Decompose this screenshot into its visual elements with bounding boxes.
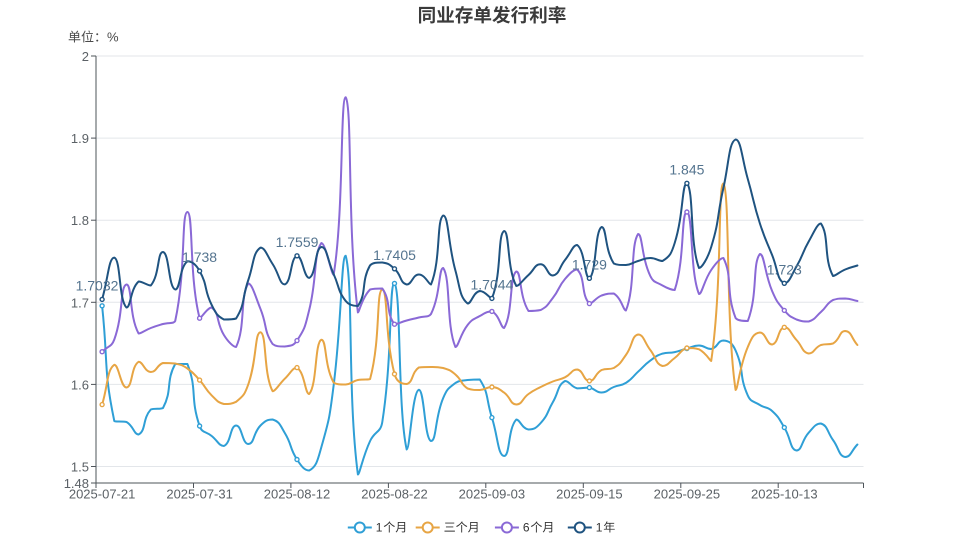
- svg-text:2025-10-13: 2025-10-13: [751, 487, 818, 502]
- svg-text:2025-08-12: 2025-08-12: [264, 487, 331, 502]
- svg-text:1.6: 1.6: [71, 377, 89, 392]
- svg-text:2025-07-31: 2025-07-31: [166, 487, 233, 502]
- svg-text:2025-07-21: 2025-07-21: [69, 487, 136, 502]
- svg-text:1.845: 1.845: [669, 161, 704, 177]
- svg-text:1.48: 1.48: [64, 476, 89, 491]
- svg-text:2025-09-25: 2025-09-25: [654, 487, 721, 502]
- svg-text:1: 1: [376, 521, 383, 535]
- svg-text:6: 6: [523, 521, 530, 535]
- svg-text:1.7559: 1.7559: [276, 234, 319, 250]
- svg-text:1.5: 1.5: [71, 460, 89, 475]
- svg-text:1.7405: 1.7405: [373, 247, 416, 263]
- svg-text:2025-09-15: 2025-09-15: [556, 487, 623, 502]
- svg-text:1.8: 1.8: [71, 213, 89, 228]
- svg-text:2025-09-03: 2025-09-03: [459, 487, 526, 502]
- svg-text:1.738: 1.738: [182, 249, 217, 265]
- svg-text:1: 1: [596, 521, 603, 535]
- svg-text:%: %: [107, 30, 119, 45]
- svg-text:1.7: 1.7: [71, 295, 89, 310]
- svg-text:1.7044: 1.7044: [470, 276, 513, 292]
- svg-text:1.729: 1.729: [572, 256, 607, 272]
- svg-text:1.723: 1.723: [767, 261, 802, 277]
- svg-text:1.7032: 1.7032: [76, 277, 119, 293]
- svg-text:2025-08-22: 2025-08-22: [361, 487, 428, 502]
- svg-text:1.9: 1.9: [71, 131, 89, 146]
- svg-text:2: 2: [82, 49, 89, 64]
